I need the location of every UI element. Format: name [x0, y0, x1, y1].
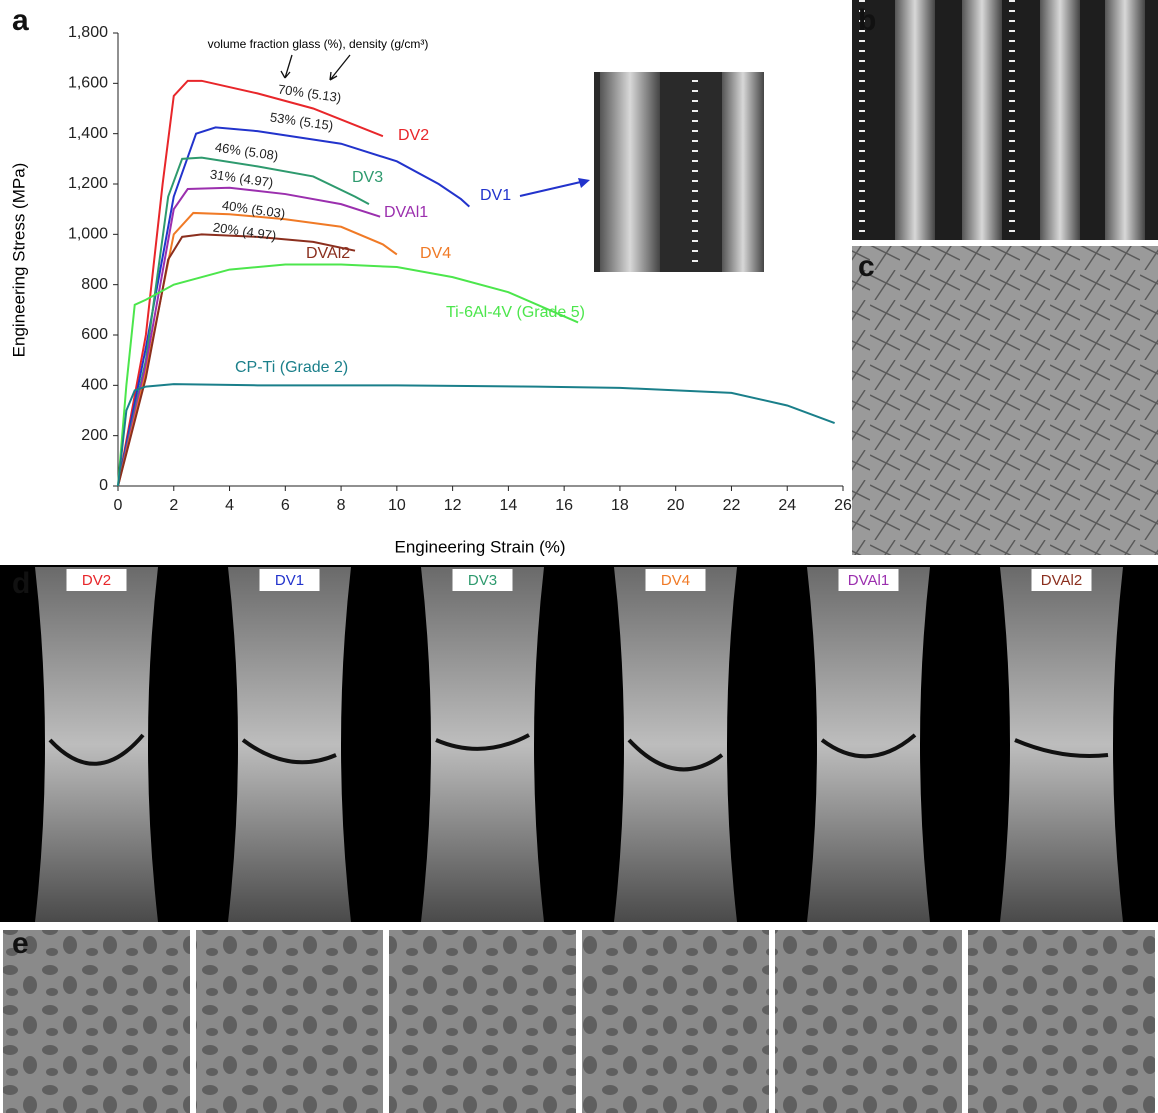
- panel-label: d: [12, 567, 30, 600]
- arrowhead: [578, 178, 590, 188]
- x-tick-label: 16: [555, 497, 573, 514]
- specimen-label: DV1: [275, 572, 304, 589]
- y-tick-label: 1,600: [68, 75, 108, 92]
- specimen-label: DV3: [468, 572, 497, 589]
- x-tick-label: 6: [281, 497, 290, 514]
- panel-label: c: [858, 250, 875, 283]
- panel-label: b: [858, 4, 876, 37]
- series-label: DVAl1: [384, 204, 428, 221]
- specimen: [1105, 0, 1145, 240]
- specimen-label: DV2: [82, 572, 111, 589]
- y-tick-label: 0: [99, 477, 108, 494]
- y-tick-label: 1,400: [68, 125, 108, 142]
- arrow: [520, 181, 585, 196]
- figure: volume fraction glass (%), density (g/cm…: [0, 0, 1158, 1113]
- specimen: [1040, 0, 1080, 240]
- y-tick-label: 1,200: [68, 175, 108, 192]
- y-tick-label: 400: [81, 377, 108, 394]
- photo-c: [852, 246, 1158, 555]
- photo-d: [0, 565, 1158, 922]
- note: volume fraction glass (%), density (g/cm…: [208, 37, 429, 51]
- micrograph: [968, 930, 1155, 1113]
- specimen: [600, 72, 660, 272]
- x-tick-label: 24: [778, 497, 796, 514]
- series-line: [118, 384, 835, 486]
- series-annotation: 40% (5.03): [221, 198, 286, 222]
- specimen: [962, 0, 1002, 240]
- y-tick-label: 600: [81, 326, 108, 343]
- specimen-photo: [1000, 567, 1123, 922]
- panel-label: a: [12, 4, 29, 37]
- specimen-photo: [421, 567, 544, 922]
- series-annotation: 46% (5.08): [214, 140, 279, 164]
- series-label: DV1: [480, 187, 511, 204]
- series-label: DV3: [352, 169, 383, 186]
- y-tick-label: 1,000: [68, 226, 108, 243]
- x-tick-label: 4: [225, 497, 234, 514]
- panel-label: e: [12, 927, 29, 960]
- y-axis-title: Engineering Stress (MPa): [9, 163, 28, 358]
- x-tick-label: 12: [444, 497, 462, 514]
- micrograph: [775, 930, 962, 1113]
- page: {"chart_data": {"type": "line", "x_label…: [0, 0, 1158, 1113]
- y-tick-label: 800: [81, 276, 108, 293]
- y-tick-label: 1,800: [68, 24, 108, 41]
- x-tick-label: 14: [499, 497, 517, 514]
- specimen-label: DVAl2: [1041, 572, 1082, 589]
- micrograph: [389, 930, 576, 1113]
- specimen-label: DV4: [661, 572, 690, 589]
- series-line: [118, 127, 469, 486]
- x-tick-label: 8: [337, 497, 346, 514]
- series-label: DV4: [420, 245, 451, 262]
- series-label: Ti-6Al-4V (Grade 5): [446, 304, 585, 321]
- y-tick-label: 200: [81, 427, 108, 444]
- micrograph: [582, 930, 769, 1113]
- series-label: DVAl2: [306, 245, 350, 262]
- micrograph-row: [3, 930, 1155, 1113]
- x-tick-label: 18: [611, 497, 629, 514]
- specimen-label: DVAl1: [848, 572, 889, 589]
- x-tick-label: 10: [388, 497, 406, 514]
- x-tick-label: 20: [667, 497, 685, 514]
- x-tick-label: 26: [834, 497, 852, 514]
- specimen: [722, 72, 764, 272]
- x-tick-label: 22: [723, 497, 741, 514]
- arrow: [281, 55, 350, 80]
- x-axis-title: Engineering Strain (%): [394, 537, 565, 556]
- x-tick-label: 2: [169, 497, 178, 514]
- series-label: DV2: [398, 127, 429, 144]
- micrograph: [196, 930, 383, 1113]
- specimen: [895, 0, 935, 240]
- x-tick-label: 0: [114, 497, 123, 514]
- micrograph: [3, 930, 190, 1113]
- series-annotation: 31% (4.97): [209, 167, 274, 191]
- series-label: CP-Ti (Grade 2): [235, 359, 348, 376]
- series-annotation: 20% (4.97): [212, 220, 277, 244]
